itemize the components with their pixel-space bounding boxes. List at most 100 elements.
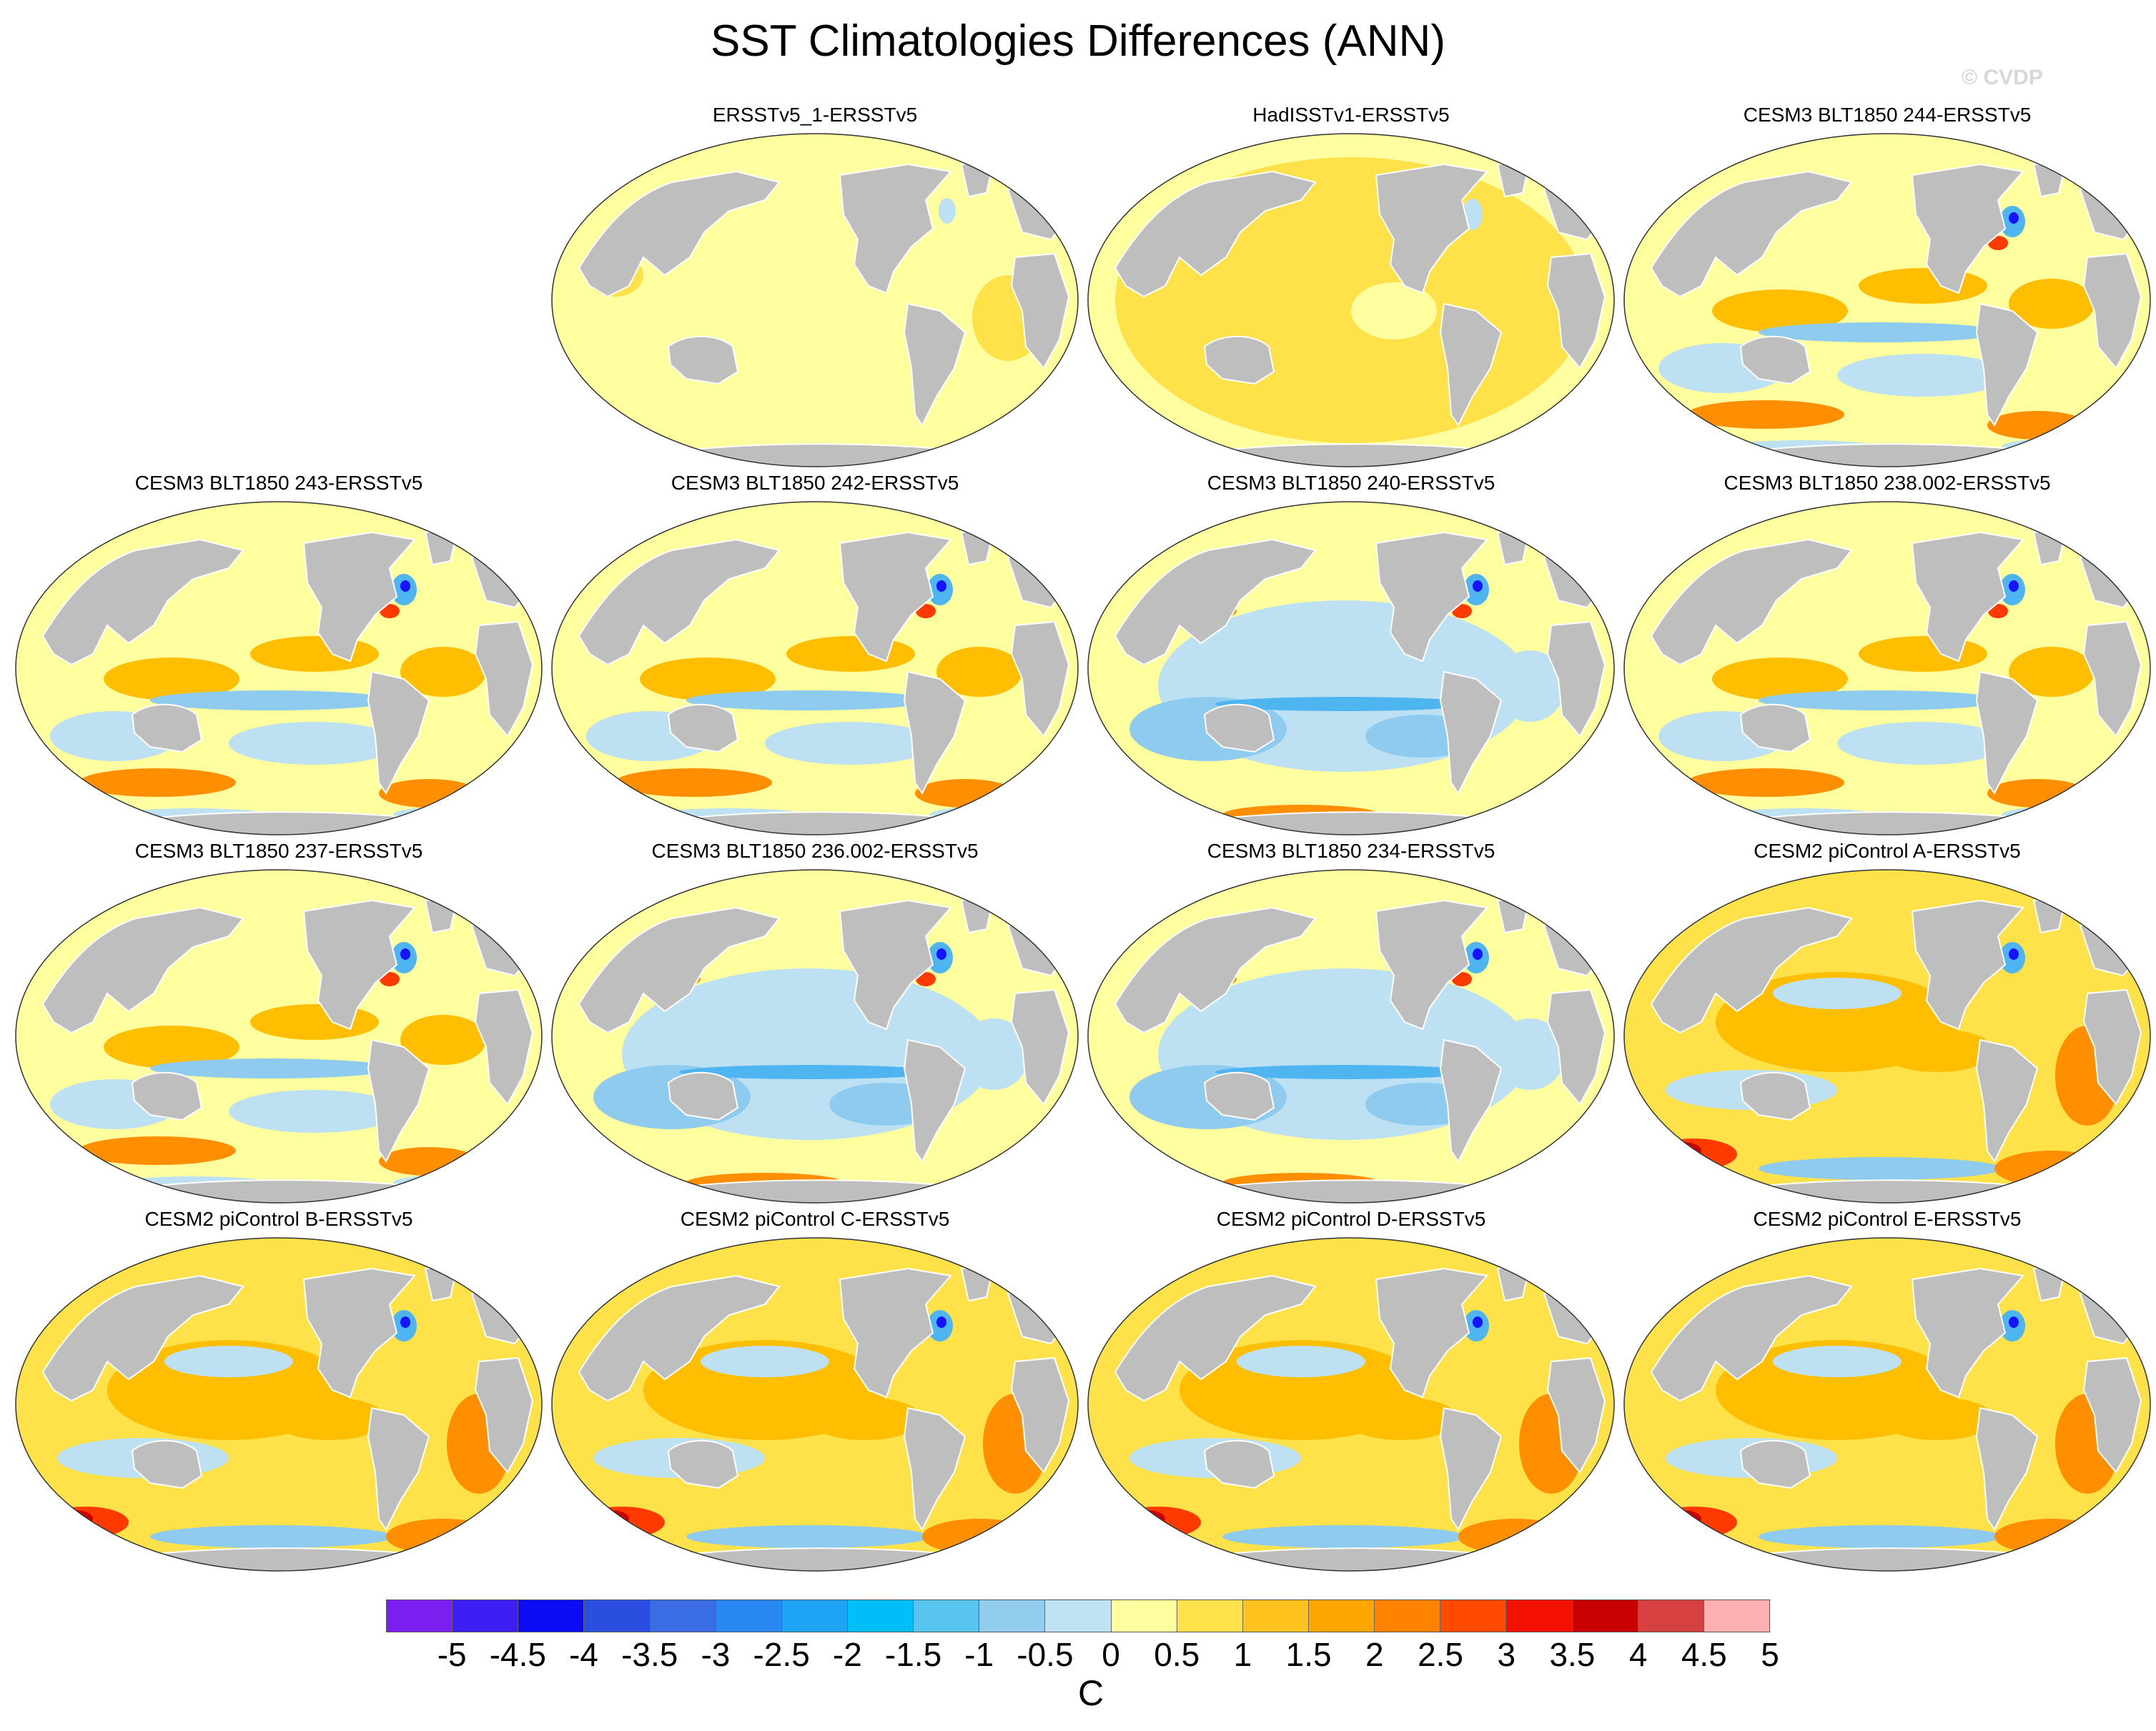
land-mass [1203, 1071, 1275, 1121]
colorbar-tick-label: 3.5 [1549, 1636, 1596, 1673]
colorbar-tick-label: 4.5 [1681, 1636, 1727, 1673]
sst-difference-map [551, 501, 1079, 835]
sst-anomaly-region [1458, 1519, 1573, 1554]
sst-anomaly-region [150, 1525, 393, 1548]
land-mass [1439, 302, 1503, 427]
map-panel: CESM3 BLT1850 238.002-ERSSTv5 [1616, 472, 2156, 835]
land-mass [1114, 906, 1317, 1034]
colorbar-tick-label: -1 [964, 1636, 994, 1673]
watermark: © CVDP [1962, 66, 2043, 89]
land-mass [903, 302, 966, 427]
land-mass [903, 1407, 966, 1531]
colorbar-tick-label: 1.5 [1285, 1636, 1332, 1673]
panel-title: ERSSTv5_1-ERSSTv5 [712, 104, 918, 126]
colorbar-swatch [1375, 1600, 1441, 1632]
land-mass [903, 1038, 966, 1163]
land-mass [839, 899, 952, 1031]
land-mass [1439, 670, 1503, 795]
land-mass [367, 670, 430, 795]
sst-anomaly-region [1987, 779, 2087, 808]
land-mass [131, 1439, 203, 1489]
colorbar-swatch [1177, 1600, 1243, 1632]
sst-anomaly-region [1473, 948, 1483, 960]
sst-anomaly-region [1115, 1507, 1201, 1538]
sst-anomaly-region [1222, 1525, 1465, 1548]
colorbar-unit: C [1078, 1673, 1104, 1713]
land-mass [41, 538, 244, 666]
sst-anomaly-region [379, 779, 479, 808]
sst-anomaly-region [701, 1346, 829, 1377]
land-mass [1739, 703, 1811, 753]
land-mass [1010, 252, 1070, 369]
sst-difference-map [551, 133, 1079, 467]
colorbar-tick-label: -4 [569, 1636, 599, 1673]
land-mass [1975, 670, 2039, 795]
land-mass [1010, 988, 1070, 1106]
colorbar-tick-label: 0 [1102, 1636, 1120, 1673]
land-mass [367, 1407, 430, 1531]
land-mass [302, 1267, 416, 1399]
land-mass [1911, 1267, 2024, 1399]
land-mass [131, 703, 203, 753]
map-outline [1087, 869, 1615, 1204]
land-mass [667, 1071, 739, 1121]
map-outline [1087, 133, 1615, 467]
sst-difference-map [1623, 133, 2151, 467]
land-mass [1114, 170, 1317, 298]
sst-anomaly-region [2002, 806, 2130, 823]
sst-anomaly-region [250, 636, 379, 672]
land-mass [1650, 170, 1853, 298]
land-mass [41, 1274, 244, 1402]
colorbar-swatch [781, 1600, 848, 1632]
sst-anomaly-region [2002, 438, 2130, 455]
sst-anomaly-region [1712, 289, 1848, 332]
land-mass [474, 1356, 534, 1474]
sst-anomaly-region [104, 1026, 239, 1068]
sst-anomaly-region [229, 1090, 400, 1133]
sst-difference-map [15, 1237, 543, 1572]
sst-anomaly-region [579, 1507, 665, 1538]
sst-anomaly-region [1473, 1316, 1483, 1328]
land-mass [578, 1274, 781, 1402]
map-outline [551, 133, 1079, 467]
panel-title: CESM2 piControl D-ERSSTv5 [1216, 1208, 1486, 1230]
land-mass [1650, 1274, 1853, 1402]
sst-anomaly-region [1759, 322, 2002, 342]
sst-anomaly-region [765, 722, 936, 765]
sst-anomaly-region [1494, 650, 1566, 722]
sst-anomaly-region [936, 948, 946, 960]
colorbar-swatch [1242, 1600, 1309, 1632]
map-panel: CESM3 BLT1850 243-ERSSTv5 [7, 472, 550, 835]
sst-difference-map [1087, 133, 1615, 467]
land-mass [2082, 620, 2142, 738]
sst-anomaly-region [379, 1147, 479, 1176]
land-mass [1975, 1038, 2039, 1163]
colorbar-tick-label: -0.5 [1017, 1636, 1074, 1673]
colorbar-swatch [1440, 1600, 1507, 1632]
sst-anomaly-region [1773, 978, 1902, 1009]
sst-difference-map [1087, 869, 1615, 1204]
sst-anomaly-region [1494, 1018, 1566, 1090]
colorbar-swatch [453, 1600, 519, 1632]
map-panel: HadISSTv1-ERSSTv5 [1079, 104, 1623, 467]
sst-anomaly-region [929, 806, 1058, 823]
map-panel: CESM2 piControl C-ERSSTv5 [543, 1208, 1087, 1572]
sst-anomaly-region [1215, 1065, 1473, 1079]
colorbar-tick-label: -3 [701, 1636, 731, 1673]
map-panel: CESM2 piControl A-ERSSTv5 [1616, 840, 2156, 1204]
sst-anomaly-region [1237, 1346, 1365, 1377]
map-panel: CESM3 BLT1850 236.002-ERSSTv5 [543, 840, 1087, 1204]
map-panel: CESM3 BLT1850 244-ERSSTv5 [1616, 104, 2156, 467]
map-outline [551, 869, 1079, 1204]
colorbar-swatch [716, 1600, 782, 1632]
sst-anomaly-region [1987, 411, 2087, 440]
land-mass [578, 906, 781, 1034]
colorbar-swatch [1638, 1600, 1704, 1632]
sst-anomaly-region [936, 1316, 946, 1328]
sst-anomaly-region [386, 1519, 500, 1554]
sst-difference-map [1087, 1237, 1615, 1572]
land-mass [839, 163, 952, 294]
map-outline [551, 501, 1079, 835]
sst-anomaly-region [1501, 1178, 1587, 1195]
sst-difference-map [1623, 501, 2151, 835]
